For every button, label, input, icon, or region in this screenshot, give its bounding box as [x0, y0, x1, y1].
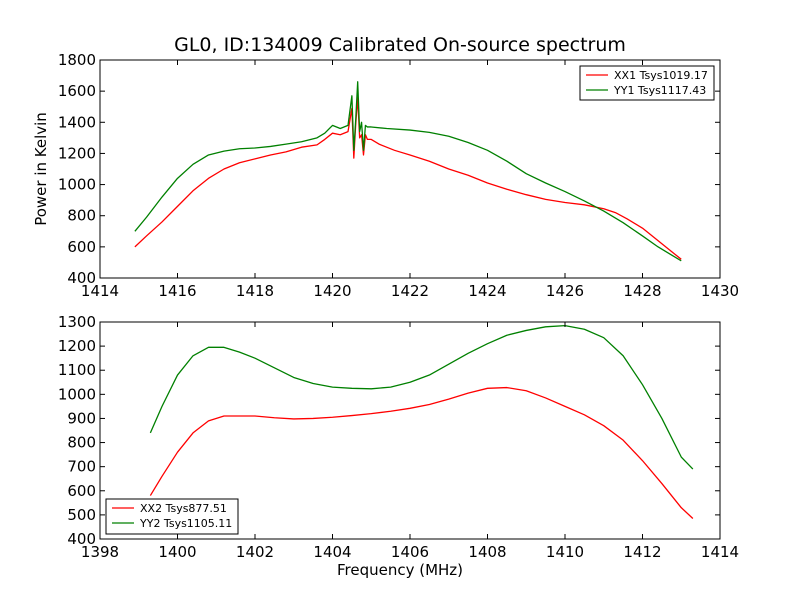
y-tick-label: 500	[67, 506, 96, 524]
y-tick-label: 1200	[58, 337, 96, 355]
y-tick-label: 1200	[58, 144, 96, 162]
bottom-x-axis-label: Frequency (MHz)	[336, 561, 464, 579]
legend-1: XX1 Tsys1019.17 YY1 Tsys1117.43	[579, 65, 715, 101]
legend-entry: XX2 Tsys877.51	[140, 502, 227, 515]
x-tick-label: 1424	[468, 282, 506, 300]
series-line-1-1	[134, 96, 682, 260]
x-tick-label: 1398	[81, 543, 119, 561]
series-line-1-2	[134, 81, 682, 262]
x-tick-label: 1400	[158, 543, 196, 561]
legend-entry: YY1 Tsys1117.43	[613, 84, 706, 97]
x-tick-label: 1418	[236, 282, 274, 300]
x-tick-label: 1426	[546, 282, 584, 300]
chart-title: GL0, ID:134009 Calibrated On-source spec…	[174, 34, 626, 56]
legend-entry: YY2 Tsys1105.11	[139, 517, 232, 530]
y-tick-label: 1800	[58, 51, 96, 69]
y-tick-label: 400	[67, 530, 96, 548]
y-tick-label: 1300	[58, 313, 96, 331]
x-tick-label: 1414	[701, 543, 739, 561]
y-tick-label: 1600	[58, 82, 96, 100]
y-tick-label: 1000	[58, 385, 96, 403]
x-tick-label: 1416	[158, 282, 196, 300]
y-tick-label: 700	[67, 458, 96, 476]
x-tick-label: 1412	[623, 543, 661, 561]
x-tick-label: 1406	[391, 543, 429, 561]
x-tick-label: 1422	[391, 282, 429, 300]
top-y-axis-label: Power in Kelvin	[31, 112, 50, 226]
legend-entry: XX1 Tsys1019.17	[614, 69, 708, 82]
x-tick-label: 1408	[468, 543, 506, 561]
y-tick-label: 800	[67, 434, 96, 452]
subplot-1: 1414 1416 1418 1420 1422 1424 1426 1428 1430 400 6…	[58, 51, 739, 300]
y-tick-label: 600	[67, 482, 96, 500]
x-tick-label: 1410	[546, 543, 584, 561]
y-tick-label: 900	[67, 409, 96, 427]
y-tick-label: 1100	[58, 361, 96, 379]
x-tick-label: 1404	[313, 543, 351, 561]
legend-box	[579, 65, 715, 101]
x-tick-label: 1414	[81, 282, 119, 300]
subplot-2: 1398 1400 1402 1404 1406 1408 1410 1412 1414 400 5…	[58, 313, 739, 561]
y-tick-label: 600	[67, 238, 96, 256]
legend-box	[105, 498, 239, 535]
y-tick-label: 1400	[58, 113, 96, 131]
legend-2: XX2 Tsys877.51 YY2 Tsys1105.11	[105, 498, 239, 535]
x-tick-label: 1430	[701, 282, 739, 300]
series-line-2-1	[149, 386, 694, 519]
x-tick-label: 1402	[236, 543, 274, 561]
y-tick-label: 400	[67, 269, 96, 287]
series-line-2-2	[149, 324, 694, 470]
x-tick-label: 1428	[623, 282, 661, 300]
y-tick-label: 1000	[58, 176, 96, 194]
y-tick-label: 800	[67, 207, 96, 225]
x-tick-label: 1420	[313, 282, 351, 300]
